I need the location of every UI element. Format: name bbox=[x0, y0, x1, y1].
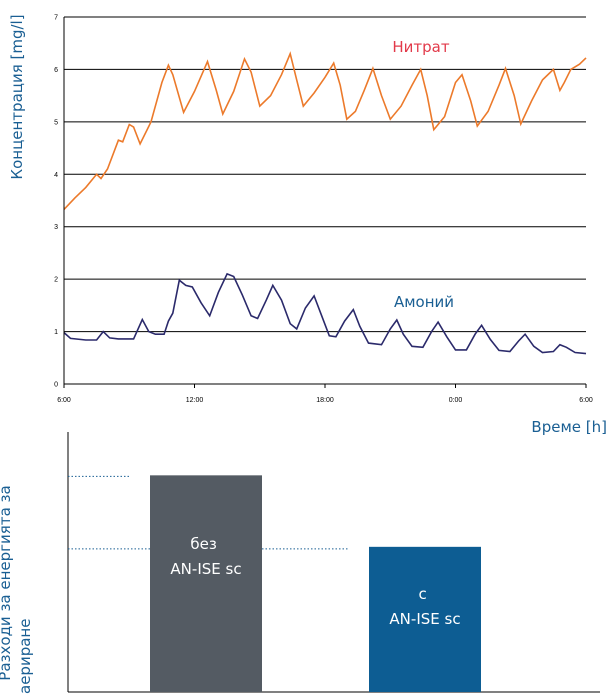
bar-with-label-line2: AN-ISE sc bbox=[389, 610, 460, 628]
bar-chart-y-axis-title-line2: аериране bbox=[16, 619, 34, 694]
bar-without-an-ise bbox=[150, 475, 262, 692]
ammonium-series-label: Амоний bbox=[394, 293, 454, 311]
y-tick-label: 2 bbox=[54, 277, 58, 284]
y-tick-label: 1 bbox=[54, 329, 58, 336]
bar-with-label-line1: с bbox=[418, 585, 426, 603]
bar-chart: без AN-ISE sc с AN-ISE sc Разходи за ене… bbox=[0, 432, 600, 694]
y-tick-label: 0 bbox=[54, 382, 58, 389]
y-tick-labels: 0 1 2 3 4 5 6 7 bbox=[54, 15, 58, 389]
y-tick-label: 4 bbox=[54, 172, 58, 179]
bar-with-label: с AN-ISE sc bbox=[389, 585, 460, 628]
x-tick-label: 6:00 bbox=[57, 397, 71, 404]
x-tick-label: 18:00 bbox=[316, 397, 334, 404]
y-tick-label: 5 bbox=[54, 119, 58, 126]
x-tick-label: 0:00 bbox=[449, 397, 463, 404]
x-tick-labels: 6:00 12:00 18:00 0:00 6:00 bbox=[57, 384, 593, 404]
x-tick-label: 6:00 bbox=[579, 397, 593, 404]
y-tick-label: 6 bbox=[54, 67, 58, 74]
bar-with-an-ise bbox=[369, 546, 481, 692]
nitrate-series-label: Нитрат bbox=[392, 38, 449, 56]
bar-without-label: без AN-ISE sc bbox=[170, 535, 241, 578]
bar-without-label-line1: без bbox=[190, 535, 216, 553]
ammonium-series-line bbox=[63, 272, 587, 355]
bar-without-label-line2: AN-ISE sc bbox=[170, 560, 241, 578]
y-tick-label: 7 bbox=[54, 15, 58, 22]
line-chart-x-axis-title: Време [h] bbox=[531, 418, 607, 436]
x-tick-label: 12:00 bbox=[186, 397, 204, 404]
line-chart: 0 1 2 3 4 5 6 7 6:00 12:00 18:00 0:00 6:00 Нитрат А… bbox=[8, 14, 607, 436]
bar-chart-y-axis-title-line1: Разходи за енергията за bbox=[0, 485, 14, 680]
nitrate-series-line bbox=[63, 51, 587, 210]
line-chart-y-axis-title: Концентрация [mg/l] bbox=[8, 14, 26, 179]
horizontal-grid-lines bbox=[64, 16, 586, 333]
y-tick-label: 3 bbox=[54, 224, 58, 231]
